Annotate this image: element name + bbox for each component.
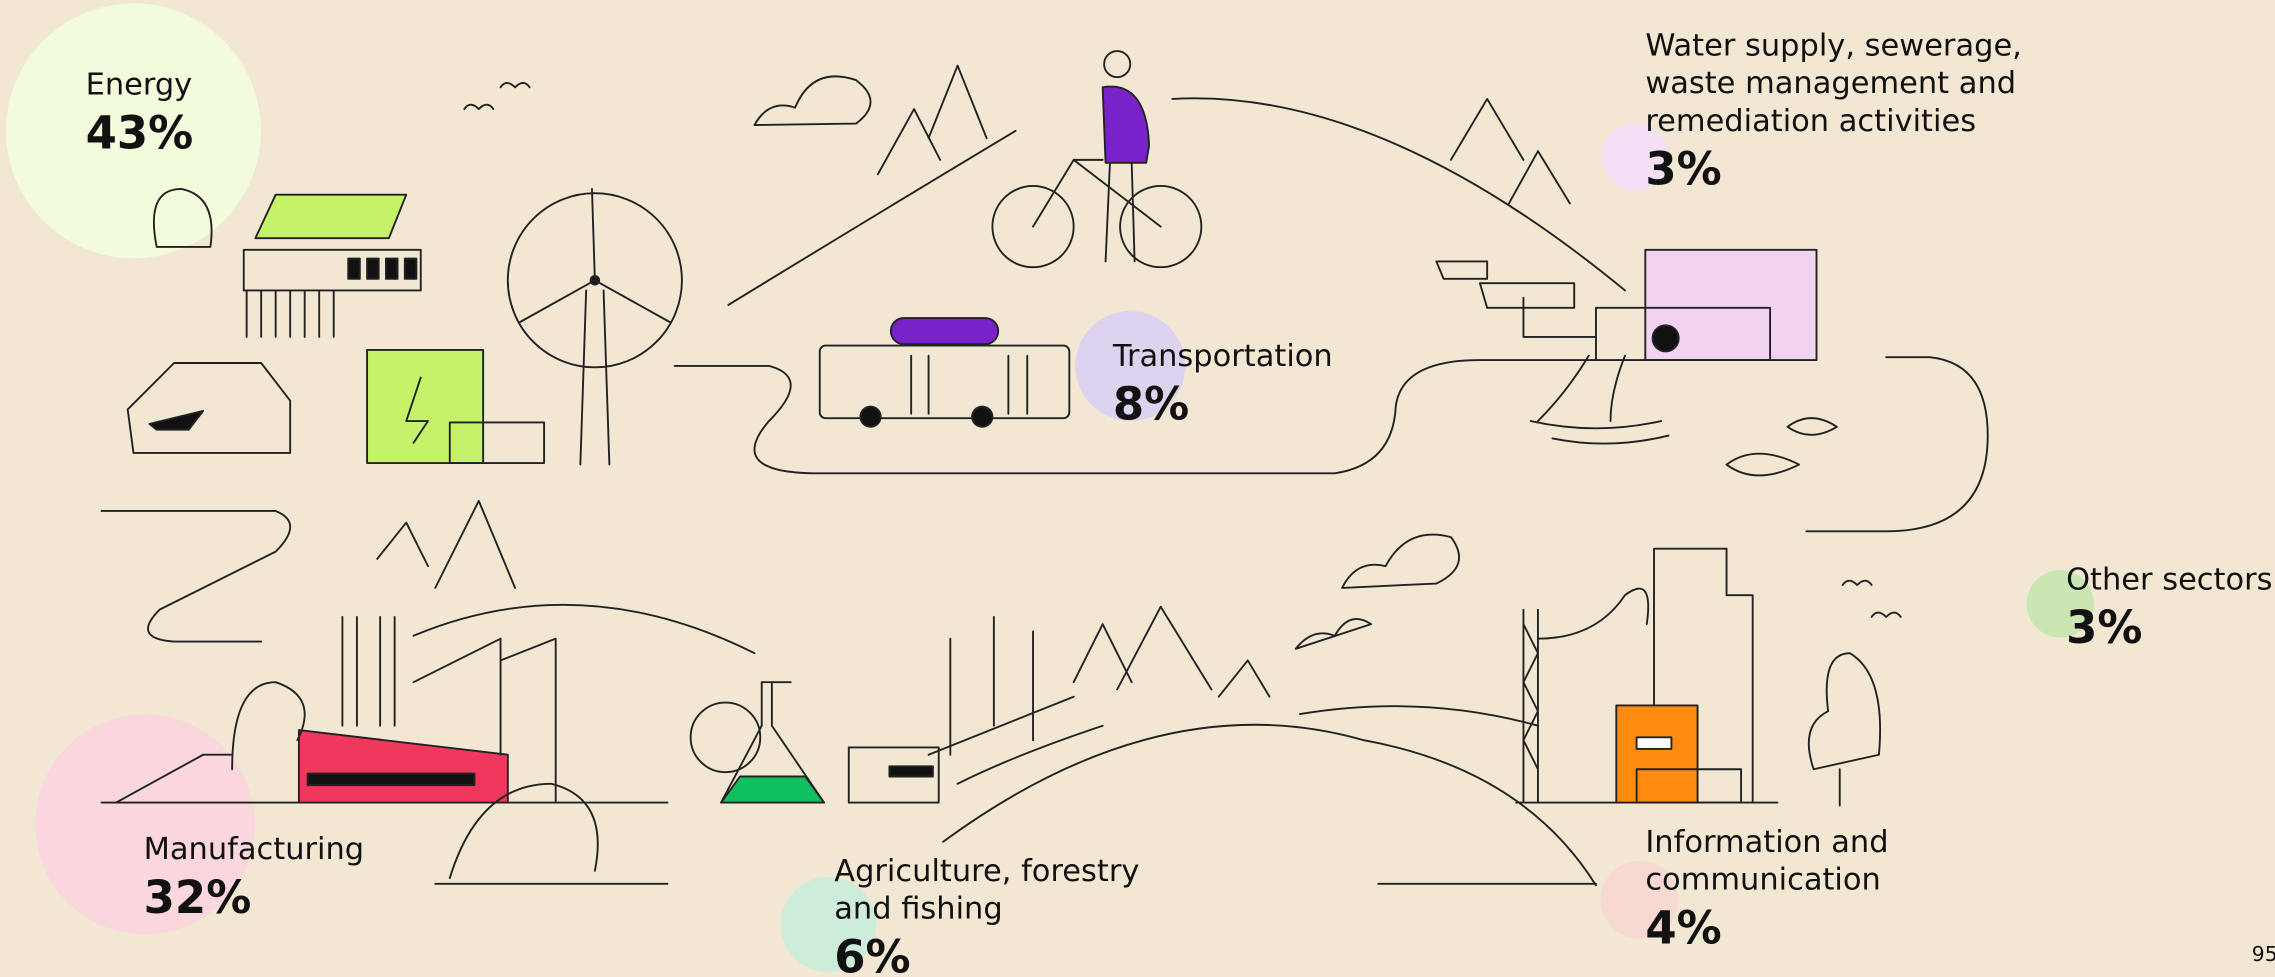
sector-name: communication [1645,863,1881,898]
page: {"sectors": [ {"name_lines": ["Energy"],… [0,0,2275,977]
sector-name: Agriculture, forestry [834,854,1139,889]
sector-share: 6% [834,930,910,977]
sector-share: 8% [1113,378,1189,431]
sector-share: 32% [144,871,252,924]
sector-share: 3% [2066,601,2142,654]
sector-name: remediation activities [1645,104,1976,139]
sector-name: Transportation [1112,339,1333,374]
infographic: Energy43% Water supply, sewerage,waste ma… [0,0,2275,977]
sector-name: Other sectors [2066,562,2272,597]
sector-share: 3% [1645,143,1721,196]
sector-name: Energy [86,68,193,103]
sector-name: Manufacturing [144,832,365,867]
sector-name: and fishing [834,892,1002,927]
sector-name: Information and [1645,825,1888,860]
sector-share: 4% [1645,901,1721,954]
sector-name: waste management and [1645,66,2016,101]
sector-share: 43% [86,106,194,159]
sector-name: Water supply, sewerage, [1645,28,2022,63]
page-number: 95 [2252,942,2275,966]
